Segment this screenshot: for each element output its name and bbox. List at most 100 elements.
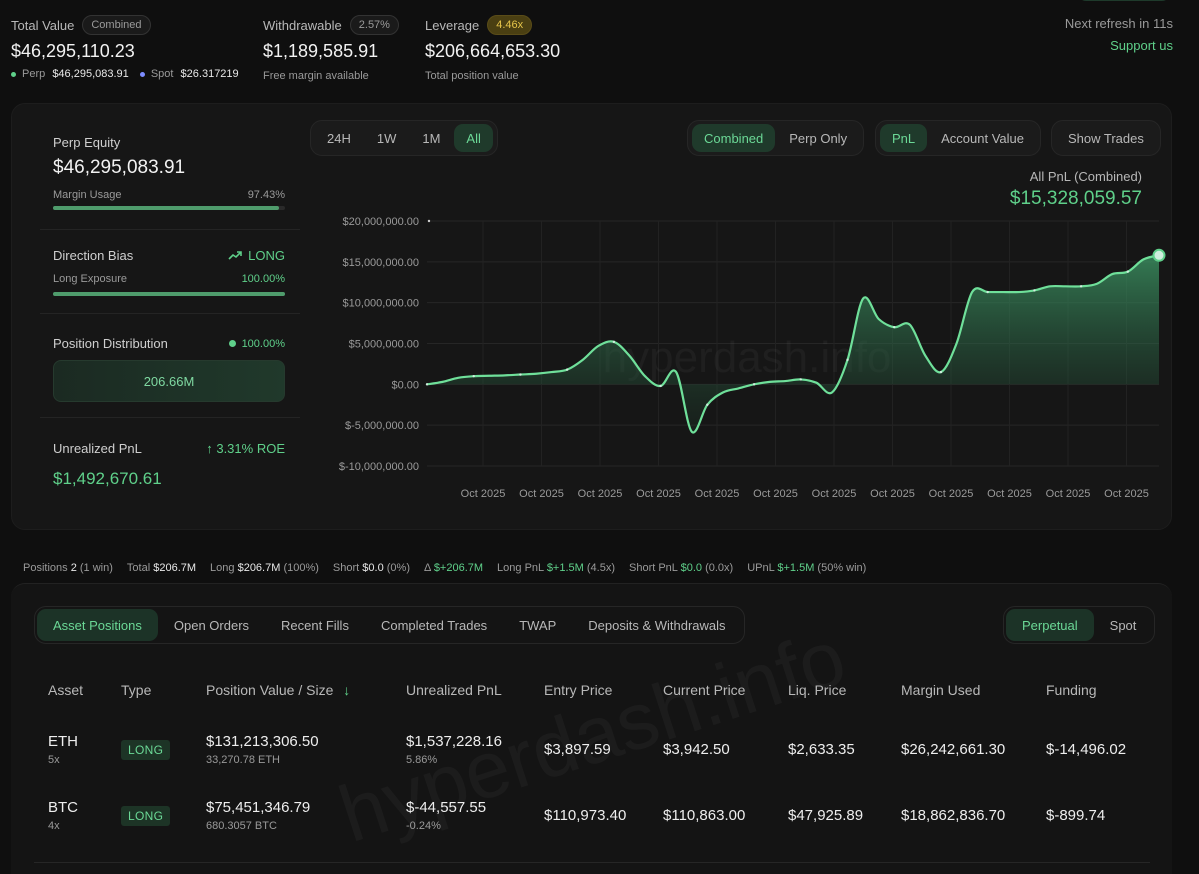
pnl-point: [565, 368, 569, 371]
arrow-up-icon: ↑: [206, 441, 217, 456]
x-tick-label: Oct 2025: [812, 488, 857, 500]
show-trades-button[interactable]: Show Trades: [1068, 130, 1144, 146]
col-asset[interactable]: Asset: [48, 682, 84, 698]
chart-dot-marker: [427, 219, 431, 223]
row-margin-used: $18,862,836.70: [901, 807, 1006, 824]
tab-completed-trades[interactable]: Completed Trades: [380, 617, 488, 633]
col-entry-price[interactable]: Entry Price: [544, 682, 613, 698]
trending-up-icon: [228, 250, 242, 260]
y-tick-label: $15,000,000.00: [343, 257, 419, 269]
tab-asset-positions[interactable]: Asset Positions: [37, 609, 158, 641]
upnl-win: (50% win): [817, 562, 867, 574]
y-tick-label: $20,000,000.00: [343, 216, 419, 228]
col-unrealized-pnl[interactable]: Unrealized PnL: [406, 682, 502, 698]
top-button-3[interactable]: [1078, 0, 1170, 1]
long-pnl-label: Long PnL: [497, 562, 544, 574]
total-value: $46,295,110.23: [11, 41, 135, 61]
x-tick-label: Oct 2025: [753, 488, 798, 500]
x-tick-label: Oct 2025: [1046, 488, 1091, 500]
row-liq-price: $47,925.89: [788, 807, 864, 824]
upnl-value: $+1.5M: [777, 562, 815, 574]
pnl-area: [427, 255, 1159, 433]
mode-combined[interactable]: Combined: [692, 124, 776, 152]
range-all[interactable]: All: [454, 124, 493, 152]
tab-recent-fills[interactable]: Recent Fills: [281, 617, 349, 633]
tab-open-orders[interactable]: Open Orders: [173, 617, 250, 633]
range-selector: 24H 1W 1M All: [310, 120, 498, 156]
leverage-pill: 4.46x: [487, 15, 533, 35]
row-margin-used: $26,242,661.30: [901, 741, 1006, 758]
show-trades-wrap: Show Trades: [1051, 120, 1161, 156]
position-distribution-label: Position Distribution: [53, 336, 168, 351]
range-1w[interactable]: 1W: [376, 130, 397, 146]
distribution-bar[interactable]: 206.66M: [53, 360, 285, 402]
row-asset[interactable]: ETH: [48, 733, 78, 750]
y-tick-label: $10,000,000.00: [343, 298, 419, 310]
row-asset[interactable]: BTC: [48, 799, 78, 816]
withdrawable-value: $1,189,585.91: [263, 41, 379, 61]
support-link[interactable]: Support us: [1110, 38, 1173, 53]
x-tick-label: Oct 2025: [636, 488, 681, 500]
row-type-badge: LONG: [121, 806, 171, 826]
row-funding: $-899.74: [1046, 807, 1106, 824]
sort-down-icon[interactable]: ↓: [343, 682, 351, 698]
direction-value: LONG: [248, 248, 285, 263]
short-pnl-label: Short PnL: [629, 562, 678, 574]
y-tick-label: $-5,000,000.00: [345, 420, 419, 432]
delta-label: Δ: [424, 562, 431, 574]
col-type[interactable]: Type: [121, 682, 152, 698]
mode-perp-only[interactable]: Perp Only: [789, 130, 848, 146]
chart-pnl-label: All PnL (Combined): [1029, 169, 1142, 184]
withdrawable-pill: 2.57%: [349, 15, 399, 35]
col-liq-price[interactable]: Liq. Price: [788, 682, 847, 698]
row-unrealized-pnl-pct: -0.24%: [406, 820, 441, 832]
withdrawable-block: Withdrawable 2.57% $1,189,585.91 Free mar…: [263, 15, 399, 82]
leverage-sub: Total position value: [425, 70, 519, 82]
market-tab-perpetual[interactable]: Perpetual: [1006, 609, 1094, 641]
pnl-point: [752, 383, 756, 386]
upnl-label: UPnL: [747, 562, 775, 574]
total-value-label: Total Value: [11, 17, 75, 33]
long-pct: (100%): [283, 562, 319, 574]
range-1m[interactable]: 1M: [422, 130, 441, 146]
range-24h[interactable]: 24H: [327, 130, 351, 146]
pnl-point: [472, 374, 475, 378]
row-position-value: $75,451,346.79: [206, 799, 311, 816]
row-unrealized-pnl-pct: 5.86%: [406, 754, 438, 766]
total-value-block: Total Value Combined $46,295,110.23 Perp …: [11, 15, 239, 80]
pnl-point: [1079, 285, 1083, 288]
pnl-point: [706, 403, 709, 406]
row-position-size: 33,270.78 ETH: [206, 754, 280, 766]
tab-deposits-withdrawals[interactable]: Deposits & Withdrawals: [588, 617, 726, 633]
y-tick-label: $5,000,000.00: [349, 339, 419, 351]
metric-pnl[interactable]: PnL: [880, 124, 928, 152]
col-margin-used[interactable]: Margin Used: [901, 682, 981, 698]
row-current-price: $3,942.50: [663, 741, 730, 758]
pnl-point: [939, 370, 943, 374]
row-type-badge: LONG: [121, 740, 171, 760]
row-unrealized-pnl: $1,537,228.16: [406, 733, 502, 750]
short-label: Short: [332, 562, 360, 574]
pnl-point: [986, 290, 989, 294]
market-tabs: Perpetual Spot: [1003, 606, 1156, 644]
positions-count: 2: [70, 562, 77, 574]
x-tick-label: Oct 2025: [929, 488, 974, 500]
pnl-point: [612, 340, 616, 344]
col-current-price[interactable]: Current Price: [663, 682, 746, 698]
withdrawable-label: Withdrawable: [263, 17, 342, 33]
y-tick-label: $-10,000,000.00: [339, 461, 419, 473]
x-tick-label: Oct 2025: [695, 488, 740, 500]
perp-label: Perp: [22, 68, 46, 80]
col-position-value[interactable]: Position Value / Size ↓: [206, 682, 350, 698]
positions-label: Positions: [23, 562, 68, 574]
tab-twap[interactable]: TWAP: [519, 617, 557, 633]
metric-account-value[interactable]: Account Value: [941, 130, 1025, 146]
x-tick-label: Oct 2025: [870, 488, 915, 500]
market-tab-spot[interactable]: Spot: [1109, 617, 1137, 633]
combined-pill: Combined: [82, 15, 151, 35]
row-entry-price: $3,897.59: [544, 741, 611, 758]
perp-equity-value: $46,295,083.91: [53, 157, 186, 178]
col-funding[interactable]: Funding: [1046, 682, 1097, 698]
row-position-value: $131,213,306.50: [206, 733, 319, 750]
metric-selector: PnL Account Value: [875, 120, 1042, 156]
